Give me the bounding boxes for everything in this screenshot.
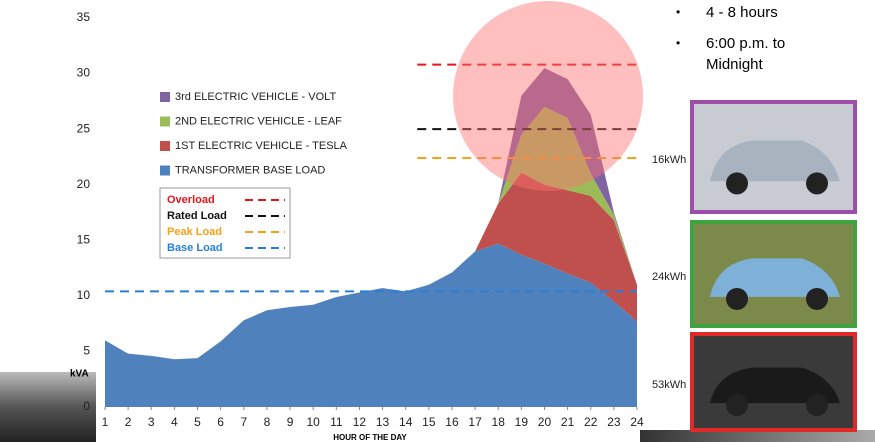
y-axis-label: kVA [70, 369, 89, 380]
bullet-dot: • [676, 36, 680, 50]
reference-label: Rated Load [167, 210, 227, 222]
legend: 3rd ELECTRIC VEHICLE - VOLT 2ND ELECTRIC … [160, 91, 348, 177]
x-axis-label: HOUR OF THE DAY [333, 433, 407, 442]
x-tick-label: 12 [353, 415, 367, 429]
car-wheel [806, 172, 828, 194]
legend-swatch [160, 117, 170, 127]
bullet-text: Midnight [706, 56, 764, 73]
x-tick-label: 23 [607, 415, 621, 429]
car-wheel [806, 394, 828, 416]
x-tick-label: 3 [148, 415, 155, 429]
x-tick-label: 6 [217, 415, 224, 429]
x-tick-label: 20 [538, 415, 552, 429]
x-tick-label: 24 [630, 415, 644, 429]
car-wheel [726, 288, 748, 310]
reference-label: Base Load [167, 242, 223, 254]
x-tick-label: 16 [445, 415, 459, 429]
y-tick-label: 20 [77, 177, 91, 191]
x-tick-label: 2 [125, 415, 132, 429]
y-tick-label: 10 [77, 288, 91, 302]
x-tick-label: 11 [330, 415, 343, 429]
legend-label: 1ST ELECTRIC VEHICLE - TESLA [175, 140, 348, 152]
y-tick-label: 0 [83, 399, 90, 413]
x-tick-label: 17 [468, 415, 482, 429]
car-wheel [726, 394, 748, 416]
legend-label: TRANSFORMER BASE LOAD [175, 164, 325, 176]
legend-swatch [160, 92, 170, 102]
y-tick-label: 15 [77, 232, 91, 246]
highlight-circle [453, 1, 643, 191]
car-wheel [806, 288, 828, 310]
x-tick-label: 8 [264, 415, 271, 429]
x-tick-label: 15 [422, 415, 436, 429]
bullet-text: 4 - 8 hours [706, 4, 778, 21]
x-tick-label: 18 [492, 415, 506, 429]
legend-swatch [160, 166, 170, 176]
y-tick-label: 35 [77, 10, 91, 24]
capacity-label: 16kWh [652, 154, 686, 166]
x-tick-label: 13 [376, 415, 390, 429]
capacity-label: 24kWh [652, 271, 686, 283]
y-tick-label: 30 [77, 66, 91, 80]
reference-label: Peak Load [167, 226, 222, 238]
x-tick-label: 9 [287, 415, 294, 429]
legend-swatch [160, 141, 170, 151]
x-tick-label: 10 [306, 415, 320, 429]
x-tick-label: 7 [240, 415, 247, 429]
y-tick-label: 5 [83, 344, 90, 358]
reference-label: Overload [167, 194, 215, 206]
backdrop [0, 372, 96, 442]
capacity-label: 53kWh [652, 379, 686, 391]
bullet-text: 6:00 p.m. to [706, 35, 785, 52]
legend-label: 3rd ELECTRIC VEHICLE - VOLT [175, 91, 336, 103]
side-panel: • 4 - 8 hours • 6:00 p.m. to Midnight 16kWh 24… [652, 4, 855, 430]
x-tick-label: 1 [102, 415, 109, 429]
x-tick-label: 4 [171, 415, 178, 429]
car-wheel [726, 172, 748, 194]
x-tick-label: 14 [399, 415, 413, 429]
legend-label: 2ND ELECTRIC VEHICLE - LEAF [175, 115, 342, 127]
bullet-dot: • [676, 5, 680, 19]
x-tick-label: 19 [515, 415, 529, 429]
page: 0510152025303512345678910111213141516171… [0, 0, 875, 442]
x-tick-label: 5 [194, 415, 201, 429]
x-tick-label: 22 [584, 415, 598, 429]
y-tick-label: 25 [77, 121, 91, 135]
x-tick-label: 21 [561, 415, 575, 429]
